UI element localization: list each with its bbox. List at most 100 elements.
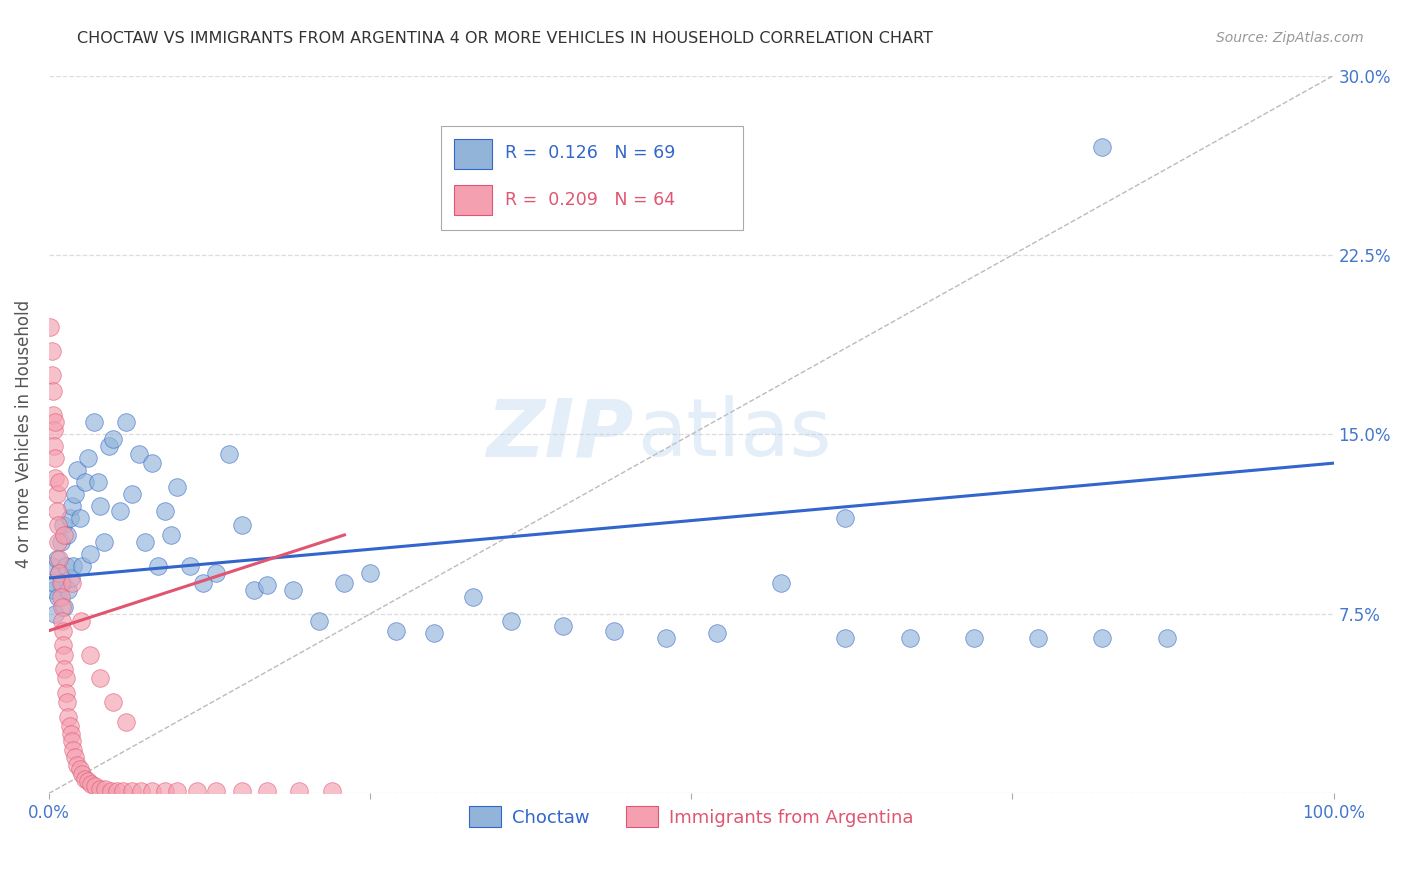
Point — [1156, 631, 1178, 645]
Point — [231, 784, 253, 798]
Point — [55, 559, 77, 574]
FancyBboxPatch shape — [454, 186, 492, 216]
Point — [654, 631, 676, 645]
Point — [112, 784, 135, 798]
Point — [79, 648, 101, 662]
Point — [58, 710, 80, 724]
Point — [73, 475, 96, 490]
Point — [359, 566, 381, 581]
Point — [52, 518, 75, 533]
Point — [51, 614, 73, 628]
Y-axis label: 4 or more Vehicles in Household: 4 or more Vehicles in Household — [15, 301, 32, 568]
Point — [66, 757, 89, 772]
Point — [56, 695, 79, 709]
Point — [385, 624, 408, 638]
Point — [48, 566, 70, 581]
Point — [153, 784, 176, 798]
Point — [100, 784, 122, 798]
Point — [58, 719, 80, 733]
Point — [166, 784, 188, 798]
Point — [121, 784, 143, 798]
Point — [103, 432, 125, 446]
Point — [963, 631, 986, 645]
Point — [76, 774, 98, 789]
Point — [321, 784, 343, 798]
FancyBboxPatch shape — [454, 138, 492, 169]
Point — [98, 439, 121, 453]
Point — [44, 451, 66, 466]
Point — [166, 480, 188, 494]
Point — [41, 368, 63, 382]
Text: atlas: atlas — [637, 395, 832, 474]
Point — [84, 779, 107, 793]
Point — [48, 566, 70, 581]
Point — [58, 582, 80, 597]
Point — [94, 781, 117, 796]
Point — [48, 475, 70, 490]
Point — [63, 487, 86, 501]
Point — [308, 614, 330, 628]
Point — [205, 784, 228, 798]
Point — [39, 319, 62, 334]
Point — [461, 590, 484, 604]
Point — [53, 599, 76, 614]
Text: R =  0.126   N = 69: R = 0.126 N = 69 — [505, 144, 675, 162]
Point — [46, 590, 69, 604]
FancyBboxPatch shape — [440, 126, 742, 230]
Point — [73, 772, 96, 786]
Point — [153, 504, 176, 518]
Point — [76, 451, 98, 466]
Point — [186, 784, 208, 798]
Point — [256, 578, 278, 592]
Point — [46, 518, 69, 533]
Point — [115, 416, 138, 430]
Point — [218, 446, 240, 460]
Point — [69, 511, 91, 525]
Point — [1091, 631, 1114, 645]
Point — [83, 416, 105, 430]
Point — [141, 456, 163, 470]
Point — [1026, 631, 1049, 645]
Point — [603, 624, 626, 638]
Point — [231, 518, 253, 533]
Text: Source: ZipAtlas.com: Source: ZipAtlas.com — [1216, 31, 1364, 45]
Point — [146, 559, 169, 574]
Text: R =  0.209   N = 64: R = 0.209 N = 64 — [505, 191, 675, 209]
Point — [205, 566, 228, 581]
Point — [51, 575, 73, 590]
Point — [42, 439, 65, 453]
Point — [44, 470, 66, 484]
Point — [45, 487, 67, 501]
Point — [42, 384, 65, 399]
Point — [52, 638, 75, 652]
Point — [44, 607, 66, 621]
Point — [501, 614, 523, 628]
Point — [56, 528, 79, 542]
Point — [551, 619, 574, 633]
Point — [42, 575, 65, 590]
Point — [69, 763, 91, 777]
Point — [49, 535, 72, 549]
Point — [72, 767, 94, 781]
Point — [288, 784, 311, 798]
Point — [834, 511, 856, 525]
Point — [131, 784, 153, 798]
Point — [141, 784, 163, 798]
Text: CHOCTAW VS IMMIGRANTS FROM ARGENTINA 4 OR MORE VEHICLES IN HOUSEHOLD CORRELATION: CHOCTAW VS IMMIGRANTS FROM ARGENTINA 4 O… — [77, 31, 934, 46]
Point — [105, 784, 128, 798]
Point — [89, 781, 111, 796]
Point — [45, 504, 67, 518]
Point — [89, 500, 111, 514]
Point — [60, 575, 83, 590]
Point — [834, 631, 856, 645]
Point — [53, 648, 76, 662]
Point — [134, 535, 156, 549]
Point — [281, 582, 304, 597]
Point — [41, 559, 63, 574]
Point — [53, 662, 76, 676]
Point — [41, 343, 63, 358]
Point — [93, 535, 115, 549]
Point — [45, 552, 67, 566]
Point — [103, 695, 125, 709]
Point — [179, 559, 201, 574]
